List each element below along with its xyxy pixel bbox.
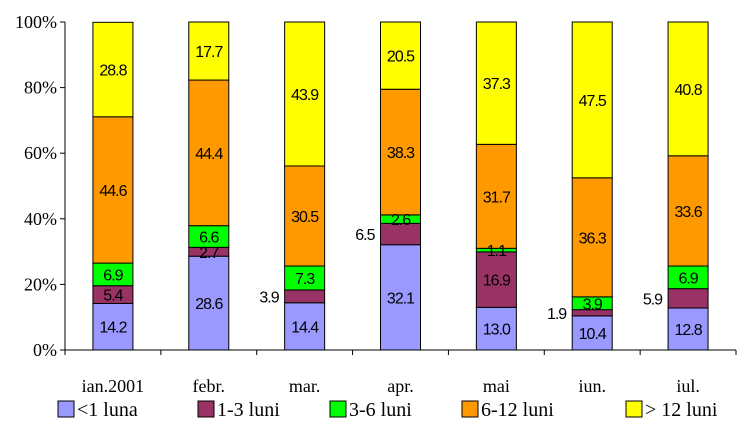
y-tick-label: 80% [24, 78, 57, 98]
data-label: 12.8 [675, 322, 703, 339]
y-tick-label: 20% [24, 274, 57, 294]
data-label: 37.3 [483, 76, 511, 93]
bar-segment [92, 116, 134, 264]
axes: 0% 20% 40% 60% 80% 100% ian.2001 febr. mar. apr. m… [15, 12, 737, 396]
bar-segment [380, 244, 421, 351]
data-label: 17.7 [195, 44, 223, 61]
x-tick-label: iun. [578, 376, 606, 396]
data-label: 2.7 [199, 245, 219, 262]
data-label: 13.0 [483, 322, 511, 339]
bar-segment [475, 143, 517, 249]
legend-label: 1-3 luni [217, 399, 280, 421]
data-label: 33.6 [675, 204, 703, 221]
data-label: 31.7 [483, 189, 511, 206]
x-tick-label: febr. [193, 376, 225, 396]
bar-segment [667, 288, 709, 309]
data-label: 7.3 [295, 271, 315, 288]
x-tick-label: ian.2001 [82, 376, 145, 396]
data-label: 36.3 [579, 230, 607, 247]
x-tick-label: mai [483, 376, 510, 396]
data-label: 20.5 [387, 49, 415, 66]
bar-segment [188, 21, 230, 81]
legend-label: <1 luna [77, 399, 138, 421]
data-label: 47.5 [579, 93, 607, 110]
bar-segment [380, 88, 421, 216]
data-label: 2.6 [391, 212, 411, 229]
legend: <1 luna 1-3 luni 3-6 luni 6-12 luni > 12 lun… [57, 399, 718, 421]
bar-segment [284, 21, 326, 167]
x-tick-label: iul. [676, 376, 700, 396]
bar-segment [284, 165, 326, 267]
data-label: 6.9 [678, 270, 698, 287]
data-label: 16.9 [483, 273, 511, 290]
data-label: 14.2 [99, 320, 127, 337]
bar-segment [284, 289, 326, 304]
bar-segment [92, 302, 134, 351]
data-label: 28.8 [99, 63, 127, 80]
data-label: 14.4 [291, 319, 319, 336]
legend-swatch [329, 400, 347, 418]
data-label: 40.8 [675, 82, 703, 99]
data-label: 1.1 [487, 243, 507, 260]
legend-label: 6-12 luni [481, 399, 554, 421]
legend-swatch [625, 400, 643, 418]
data-label: 5.4 [103, 288, 123, 305]
y-tick-label: 0% [33, 340, 57, 360]
data-label: 6.6 [199, 230, 219, 247]
data-label: 28.6 [195, 296, 223, 313]
legend-swatch [57, 400, 75, 418]
x-tick-label: apr. [387, 376, 414, 396]
data-label: 3.9 [259, 289, 279, 306]
bar-segment [188, 255, 230, 351]
legend-label: 3-6 luni [349, 399, 412, 421]
y-tick-label: 40% [24, 209, 57, 229]
bar-segment [667, 307, 709, 351]
data-label: 5.9 [643, 291, 663, 308]
legend-swatch [197, 400, 215, 418]
x-tick-label: mar. [289, 376, 321, 396]
data-label: 44.6 [99, 183, 127, 200]
data-label: 6.5 [355, 227, 375, 244]
bar-segment [571, 177, 613, 298]
data-label: 43.9 [291, 87, 319, 104]
bar-segment [571, 21, 613, 179]
data-label: 3.9 [583, 296, 603, 313]
data-label: 44.4 [195, 146, 223, 163]
y-tick-label: 100% [15, 12, 57, 32]
data-label: 10.4 [579, 326, 607, 343]
legend-swatch [461, 400, 479, 418]
y-tick-label: 60% [24, 143, 57, 163]
data-label: 38.3 [387, 145, 415, 162]
legend-label: > 12 luni [645, 399, 718, 421]
bar-segment [667, 155, 709, 267]
bar-segment [475, 306, 517, 351]
bar-segment [188, 79, 230, 227]
bar-segment [92, 21, 134, 118]
bar-segment [284, 302, 326, 351]
data-label: 6.9 [103, 267, 123, 284]
data-labels: 14.2 5.4 6.9 44.6 28.8 28.6 2.76.6 44.4 17.7 14.4… [99, 44, 703, 343]
bar-segment [667, 21, 709, 157]
data-label: 30.5 [291, 209, 319, 226]
data-label: 1.9 [547, 306, 567, 323]
bar-segment [380, 21, 421, 90]
bar-segment [475, 21, 517, 145]
bars [92, 21, 709, 351]
data-label: 32.1 [387, 290, 415, 307]
